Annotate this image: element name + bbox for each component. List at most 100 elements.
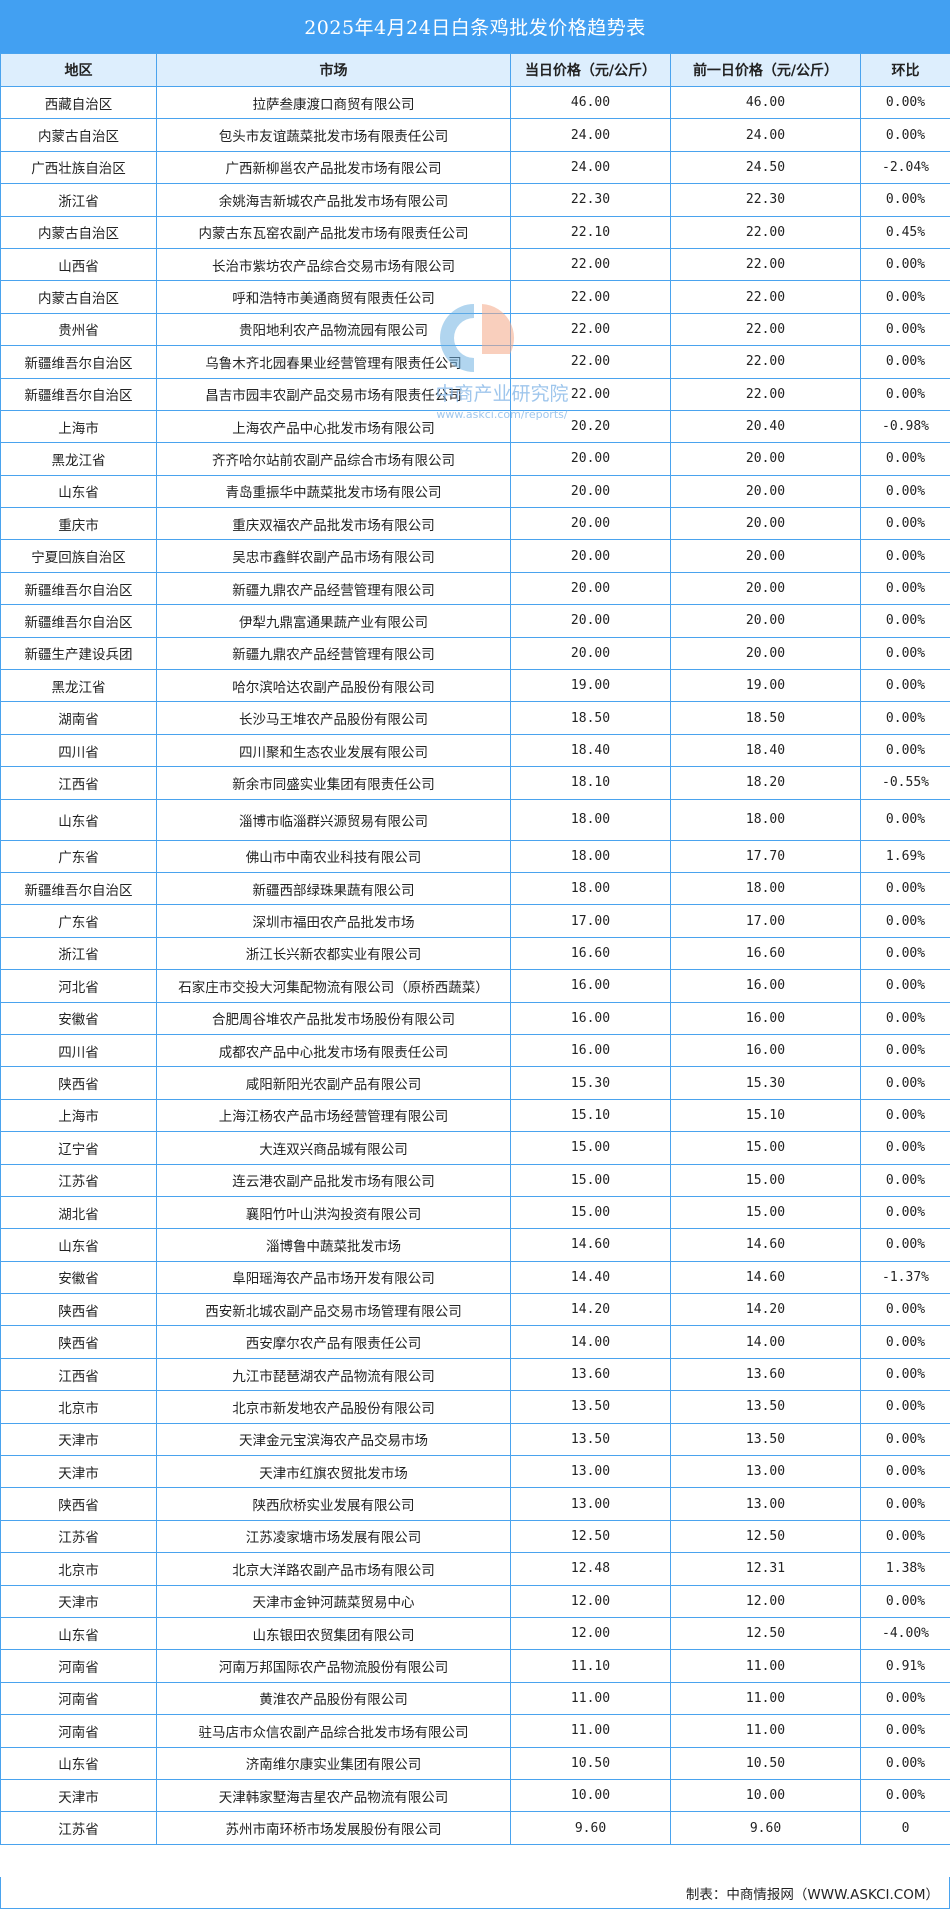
cell-region: 天津市 <box>0 1422 157 1457</box>
cell-today-price: 24.00 <box>510 150 671 185</box>
cell-market: 淄博市临淄群兴源贸易有限公司 <box>156 798 511 841</box>
header-market: 市场 <box>156 53 511 87</box>
cell-today-price: 18.00 <box>510 798 671 841</box>
cell-prev-price: 16.60 <box>670 936 861 971</box>
cell-today-price: 15.30 <box>510 1066 671 1100</box>
cell-today-price: 13.00 <box>510 1455 671 1489</box>
cell-today-price: 17.00 <box>510 904 671 938</box>
cell-prev-price: 15.00 <box>670 1163 861 1197</box>
cell-today-price: 46.00 <box>510 85 671 120</box>
cell-region: 天津市 <box>0 1584 157 1618</box>
cell-change: 0.00% <box>860 1778 950 1813</box>
cell-market: 新余市同盛实业集团有限责任公司 <box>156 766 511 800</box>
cell-market: 咸阳新阳光农副产品有限公司 <box>156 1066 511 1100</box>
cell-change: 0.00% <box>860 1519 950 1554</box>
cell-today-price: 10.00 <box>510 1778 671 1813</box>
table-row: 江苏省 江苏凌家塘市场发展有限公司 12.50 12.50 0.00% <box>0 1519 950 1554</box>
cell-region: 江西省 <box>0 1357 157 1392</box>
cell-today-price: 20.00 <box>510 474 671 509</box>
cell-today-price: 18.00 <box>510 839 671 873</box>
header-change: 环比 <box>860 53 950 87</box>
cell-market: 新疆九鼎农产品经营管理有限公司 <box>156 636 511 671</box>
cell-region: 广西壮族自治区 <box>0 150 157 185</box>
table-row: 内蒙古自治区 内蒙古东瓦窑农副产品批发市场有限责任公司 22.10 22.00 0.45… <box>0 215 950 249</box>
cell-change: 0.00% <box>860 1714 950 1748</box>
cell-change: 0.00% <box>860 733 950 768</box>
cell-market: 九江市琵琶湖农产品物流有限公司 <box>156 1357 511 1392</box>
cell-today-price: 22.00 <box>510 345 671 379</box>
table-row: 河南省 河南万邦国际农产品物流股份有限公司 11.10 11.00 0.91% <box>0 1649 950 1683</box>
cell-market: 北京大洋路农副产品市场有限公司 <box>156 1552 511 1586</box>
cell-prev-price: 18.00 <box>670 798 861 841</box>
table-row: 宁夏回族自治区 吴忠市鑫鲜农副产品市场有限公司 20.00 20.00 0.00% <box>0 539 950 573</box>
cell-change: 0.00% <box>860 1390 950 1424</box>
cell-region: 浙江省 <box>0 936 157 971</box>
footer: 制表：中商情报网（WWW.ASKCI.COM） <box>0 1877 950 1909</box>
cell-market: 新疆西部绿珠果蔬有限公司 <box>156 871 511 906</box>
cell-prev-price: 20.00 <box>670 604 861 638</box>
cell-prev-price: 12.50 <box>670 1519 861 1554</box>
cell-change: 0.00% <box>860 604 950 638</box>
cell-change: 0.00% <box>860 539 950 573</box>
cell-market: 吴忠市鑫鲜农副产品市场有限公司 <box>156 539 511 573</box>
cell-change: 0.00% <box>860 904 950 938</box>
cell-region: 辽宁省 <box>0 1131 157 1165</box>
cell-change: 0.00% <box>860 1293 950 1327</box>
cell-change: 0.00% <box>860 280 950 314</box>
table-row: 内蒙古自治区 呼和浩特市美通商贸有限责任公司 22.00 22.00 0.00% <box>0 280 950 314</box>
cell-prev-price: 19.00 <box>670 669 861 703</box>
cell-change: 0.00% <box>860 377 950 411</box>
cell-change: 0.00% <box>860 474 950 509</box>
table-row: 天津市 天津市金钟河蔬菜贸易中心 12.00 12.00 0.00% <box>0 1584 950 1618</box>
cell-today-price: 20.00 <box>510 507 671 541</box>
table-row: 内蒙古自治区 包头市友谊蔬菜批发市场有限责任公司 24.00 24.00 0.00% <box>0 118 950 152</box>
cell-today-price: 12.50 <box>510 1519 671 1554</box>
cell-market: 天津韩家墅海吉星农产品物流有限公司 <box>156 1778 511 1813</box>
cell-market: 广西新柳邕农产品批发市场有限公司 <box>156 150 511 185</box>
cell-prev-price: 12.31 <box>670 1552 861 1586</box>
cell-change: -0.55% <box>860 766 950 800</box>
cell-region: 河南省 <box>0 1681 157 1716</box>
cell-market: 西安新北城农副产品交易市场管理有限公司 <box>156 1293 511 1327</box>
cell-today-price: 13.60 <box>510 1357 671 1392</box>
cell-prev-price: 11.00 <box>670 1681 861 1716</box>
table-row: 西藏自治区 拉萨叁康渡口商贸有限公司 46.00 46.00 0.00% <box>0 85 950 120</box>
cell-prev-price: 18.50 <box>670 701 861 735</box>
cell-prev-price: 12.00 <box>670 1584 861 1618</box>
cell-prev-price: 16.00 <box>670 969 861 1003</box>
cell-market: 拉萨叁康渡口商贸有限公司 <box>156 85 511 120</box>
cell-prev-price: 12.50 <box>670 1616 861 1651</box>
cell-change: 0.00% <box>860 1195 950 1230</box>
table-row: 黑龙江省 齐齐哈尔站前农副产品综合市场有限公司 20.00 20.00 0.00% <box>0 442 950 476</box>
cell-region: 贵州省 <box>0 312 157 347</box>
cell-today-price: 20.00 <box>510 636 671 671</box>
cell-prev-price: 13.00 <box>670 1455 861 1489</box>
cell-change: 0.00% <box>860 669 950 703</box>
table-row: 新疆维吾尔自治区 乌鲁木齐北园春果业经营管理有限责任公司 22.00 22.00 0.0… <box>0 345 950 379</box>
cell-prev-price: 15.00 <box>670 1195 861 1230</box>
cell-prev-price: 15.30 <box>670 1066 861 1100</box>
cell-today-price: 11.10 <box>510 1649 671 1683</box>
cell-change: -4.00% <box>860 1616 950 1651</box>
table-row: 江苏省 苏州市南环桥市场发展股份有限公司 9.60 9.60 0 <box>0 1811 950 1845</box>
cell-prev-price: 11.00 <box>670 1649 861 1683</box>
cell-today-price: 15.00 <box>510 1163 671 1197</box>
cell-prev-price: 22.00 <box>670 280 861 314</box>
page-title: 2025年4月24日白条鸡批发价格趋势表 <box>0 0 950 53</box>
cell-region: 北京市 <box>0 1552 157 1586</box>
cell-change: -1.37% <box>860 1260 950 1295</box>
cell-market: 大连双兴商品城有限公司 <box>156 1131 511 1165</box>
cell-change: 1.38% <box>860 1552 950 1586</box>
cell-region: 重庆市 <box>0 507 157 541</box>
cell-prev-price: 9.60 <box>670 1811 861 1845</box>
table-row: 新疆生产建设兵团 新疆九鼎农产品经营管理有限公司 20.00 20.00 0.00% <box>0 636 950 671</box>
cell-change: 0.45% <box>860 215 950 249</box>
table-row: 四川省 四川聚和生态农业发展有限公司 18.40 18.40 0.00% <box>0 733 950 768</box>
cell-region: 上海市 <box>0 1098 157 1133</box>
cell-market: 伊犁九鼎富通果蔬产业有限公司 <box>156 604 511 638</box>
cell-prev-price: 14.20 <box>670 1293 861 1327</box>
cell-today-price: 20.00 <box>510 604 671 638</box>
table-row: 陕西省 西安摩尔农产品有限责任公司 14.00 14.00 0.00% <box>0 1325 950 1359</box>
cell-region: 新疆生产建设兵团 <box>0 636 157 671</box>
cell-prev-price: 11.00 <box>670 1714 861 1748</box>
